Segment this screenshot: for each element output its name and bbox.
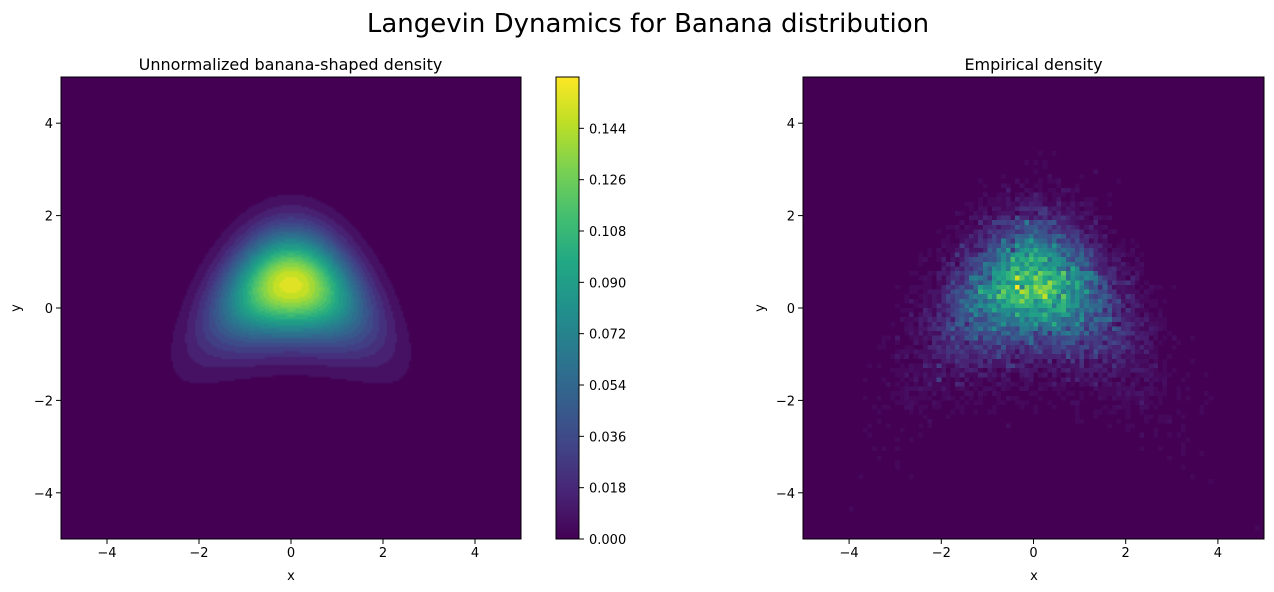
colorbar-frame [555,76,580,540]
x-tick-label: −2 [932,546,951,561]
left-plot-title: Unnormalized banana-shaped density [139,55,443,74]
x-tick-label: 2 [379,546,387,561]
colorbar-gradient [556,77,579,539]
x-tick-label: 4 [471,546,479,561]
colorbar-tick-label: 0.036 [589,430,626,445]
colorbar-tick-label: 0.108 [589,225,626,240]
y-tick-label: 4 [45,117,53,132]
y-tick-label: 0 [787,302,795,317]
right-x-axis: −4 −2 0 2 4 [840,539,1222,561]
colorbar-tick-label: 0.090 [589,276,626,291]
y-tick-label: 2 [787,210,795,225]
colorbar-tick-label: 0.072 [589,328,626,343]
colorbar: 0.000 0.018 0.036 0.054 0.072 0.090 0.108 0.126… [555,76,626,548]
y-tick-label: 4 [787,117,795,132]
colorbar-tick-label: 0.144 [589,122,626,137]
y-tick-label: 0 [45,302,53,317]
density-contour-image [61,77,521,539]
x-tick-label: 2 [1122,546,1130,561]
right-plot: Empirical density −4 −2 0 2 4 −4 −2 0 2 4 x y [753,55,1265,584]
y-tick-label: −2 [776,394,795,409]
figure-suptitle: Langevin Dynamics for Banana distributio… [367,9,929,39]
x-tick-label: −4 [97,546,116,561]
right-y-axis: −4 −2 0 2 4 [776,117,803,502]
left-y-axis: −4 −2 0 2 4 [34,117,61,502]
right-x-label: x [1030,569,1038,584]
colorbar-tick-label: 0.054 [589,379,626,394]
left-y-label: y [9,304,24,312]
y-tick-label: −2 [34,394,53,409]
x-tick-label: 0 [1029,546,1037,561]
x-tick-label: −4 [840,546,859,561]
colorbar-tick-label: 0.126 [589,174,626,189]
left-x-axis: −4 −2 0 2 4 [97,539,479,561]
y-tick-label: −4 [34,487,53,502]
x-tick-label: −2 [189,546,208,561]
x-tick-label: 0 [287,546,295,561]
left-plot: Unnormalized banana-shaped density −4 −2 0… [9,55,522,584]
colorbar-tick-label: 0.018 [589,482,626,497]
colorbar-tick-label: 0.000 [589,533,626,548]
right-plot-title: Empirical density [964,55,1102,74]
y-tick-label: −4 [776,487,795,502]
y-tick-label: 2 [45,210,53,225]
x-tick-label: 4 [1214,546,1222,561]
left-x-label: x [287,569,295,584]
right-y-label: y [753,304,768,312]
empirical-histogram-image [803,77,1264,539]
colorbar-axis: 0.000 0.018 0.036 0.054 0.072 0.090 0.108 0.126… [579,122,626,548]
